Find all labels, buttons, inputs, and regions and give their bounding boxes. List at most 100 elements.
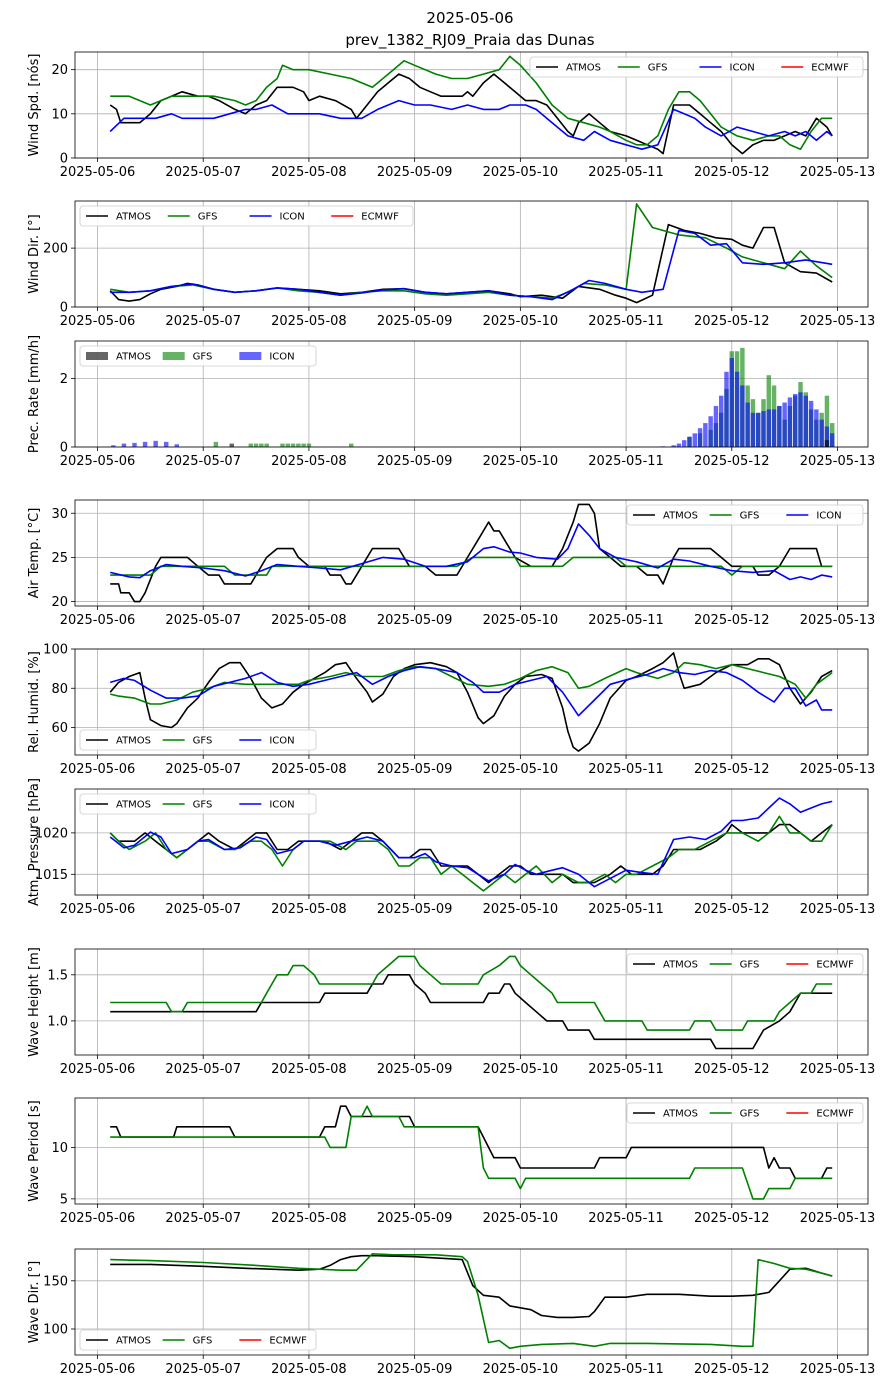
y-tick-label: 200: [43, 242, 68, 257]
bar-icon: [750, 412, 756, 447]
legend-label-ecmwf: ECMWF: [269, 1336, 307, 1347]
y-tick-label: 10: [51, 1141, 68, 1156]
x-tick-label: 2025-05-07: [165, 902, 241, 917]
x-tick-label: 2025-05-11: [588, 1062, 664, 1077]
series-line-icon: [109, 665, 833, 717]
x-tick-label: 2025-05-10: [483, 314, 559, 329]
x-tick-label: 2025-05-08: [271, 902, 347, 917]
series-line-icon: [110, 523, 833, 581]
plot-area: [110, 1105, 833, 1200]
y-tick-label: 0: [60, 152, 68, 167]
legend: ATMOS GFS ICON: [626, 504, 864, 526]
series-line-atmos: [109, 223, 833, 304]
y-tick-label: 30: [51, 507, 68, 522]
legend: ATMOS GFS ICON ECMWF: [79, 205, 414, 227]
bar-icon: [174, 444, 180, 447]
plot-area: [111, 347, 835, 447]
x-tick-label: 2025-05-07: [165, 613, 241, 628]
legend-label-atmos: ATMOS: [116, 736, 151, 747]
bar-icon: [121, 443, 127, 447]
x-tick-label: 2025-05-11: [588, 1211, 664, 1226]
figure-title-date: 2025-05-06: [426, 9, 513, 27]
x-tick-label: 2025-05-13: [800, 902, 876, 917]
x-tick-label: 2025-05-10: [483, 1362, 559, 1377]
bar-gfs: [280, 443, 285, 447]
bar-icon: [798, 392, 803, 447]
panel-2: 2025-05-06 2025-05-07 2025-05-08 2025-05-09…: [27, 200, 876, 329]
legend-swatch-atmos: [86, 352, 108, 360]
x-tick-label: 2025-05-11: [588, 165, 664, 180]
x-tick-label: 2025-05-10: [483, 613, 559, 628]
x-tick-label: 2025-05-08: [271, 454, 347, 469]
x-tick-label: 2025-05-11: [588, 613, 664, 628]
bar-icon: [153, 440, 158, 447]
legend-label-icon: ICON: [280, 212, 305, 223]
x-tick-label: 2025-05-07: [165, 314, 241, 329]
x-tick-label: 2025-05-09: [377, 1211, 453, 1226]
plot-area: [109, 55, 833, 155]
x-tick-label: 2025-05-08: [271, 762, 347, 777]
legend-swatch-icon: [239, 352, 262, 360]
x-tick-label: 2025-05-08: [271, 1062, 347, 1077]
bar-icon: [676, 443, 682, 447]
legend-label-atmos: ATMOS: [116, 352, 151, 363]
plot-area: [110, 955, 833, 1050]
x-tick-label: 2025-05-13: [800, 1362, 876, 1377]
legend: ATMOS GFS ECMWF: [626, 953, 864, 975]
bar-gfs: [248, 443, 254, 447]
legend-label-atmos: ATMOS: [116, 212, 151, 223]
y-tick-label: 80: [51, 682, 68, 697]
legend-label-atmos: ATMOS: [116, 800, 151, 811]
axes-frame: [74, 648, 869, 756]
x-tick-label: 2025-05-07: [165, 454, 241, 469]
y-tick-label: 0: [60, 301, 68, 316]
axes-frame: [74, 200, 869, 308]
y-tick-label: 2: [60, 372, 68, 387]
bar-icon: [703, 423, 708, 447]
panel-3: 2025-05-06 2025-05-07 2025-05-08 2025-05-09…: [27, 335, 875, 469]
x-tick-label: 2025-05-11: [588, 454, 664, 469]
bar-icon: [745, 402, 750, 447]
legend-box: [529, 56, 864, 78]
y-tick-label: 10: [51, 107, 68, 122]
bar-atmos: [824, 440, 830, 447]
bar-icon: [729, 358, 735, 447]
plot-area: [110, 1253, 833, 1350]
bar-icon: [142, 441, 148, 447]
legend-swatch-gfs: [162, 352, 185, 360]
x-tick-label: 2025-05-11: [588, 762, 664, 777]
bar-icon: [692, 433, 698, 447]
y-axis-label: Air Temp. [°C]: [27, 508, 42, 599]
legend-box: [626, 953, 864, 975]
bar-icon: [824, 426, 830, 447]
x-tick-label: 2025-05-07: [165, 165, 241, 180]
legend-label-icon: ICON: [269, 800, 294, 811]
x-tick-label: 2025-05-06: [60, 762, 136, 777]
bar-icon: [771, 409, 777, 447]
x-tick-label: 2025-05-13: [800, 165, 876, 180]
axes-frame: [74, 1248, 869, 1356]
bar-gfs: [306, 443, 312, 447]
legend-box: [79, 205, 414, 227]
x-tick-label: 2025-05-09: [377, 902, 453, 917]
legend-label-icon: ICON: [269, 736, 294, 747]
legend-label-gfs: GFS: [198, 212, 218, 223]
y-tick-label: 25: [51, 551, 68, 566]
series-line-icon: [110, 229, 833, 301]
axes-frame: [74, 499, 869, 607]
bar-icon: [755, 412, 761, 447]
bar-icon: [829, 433, 835, 447]
y-axis-label: Wind Dir. [°]: [27, 214, 42, 294]
x-tick-label: 2025-05-13: [800, 314, 876, 329]
x-tick-label: 2025-05-13: [800, 1211, 876, 1226]
x-tick-label: 2025-05-07: [165, 762, 241, 777]
x-tick-label: 2025-05-09: [377, 165, 453, 180]
legend-label-ecmwf: ECMWF: [811, 63, 849, 74]
x-tick-label: 2025-05-07: [165, 1362, 241, 1377]
series-line-icon: [109, 99, 833, 150]
y-axis-label: Wave Height [m]: [27, 947, 42, 1057]
y-tick-label: 1.5: [47, 968, 68, 983]
y-tick-label: 100: [43, 643, 68, 658]
bar-icon: [708, 416, 713, 447]
